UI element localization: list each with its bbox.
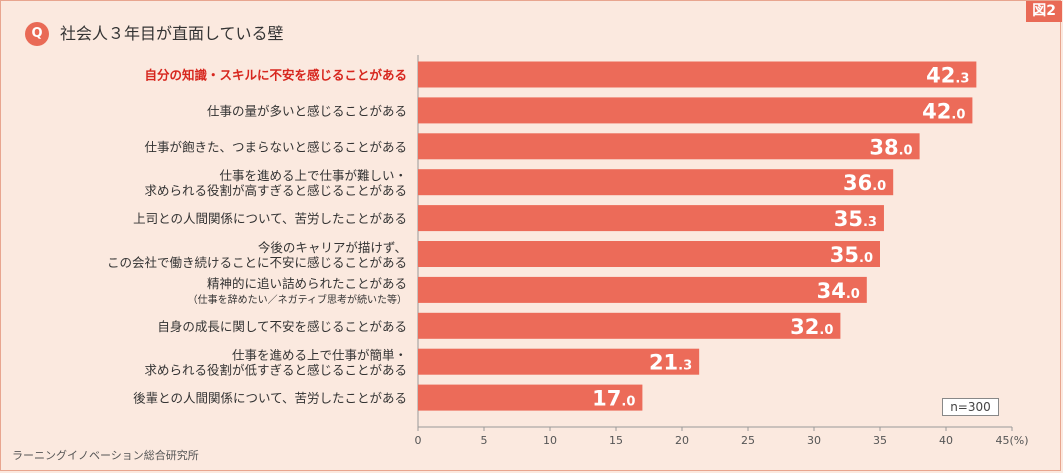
x-tick-label: 10 xyxy=(543,434,557,447)
source-credit: ラーニングイノベーション総合研究所 xyxy=(12,449,199,462)
question-badge: Q xyxy=(25,22,49,46)
category-label: 上司との人間関係について、苦労したことがある xyxy=(133,211,407,226)
category-label: 仕事を進める上で仕事が簡単・ xyxy=(232,348,407,363)
category-label: （仕事を辞めたい／ネガティブ思考が続いた等） xyxy=(188,293,407,306)
bar-value-label: 38.0 xyxy=(869,135,912,159)
x-tick-label: 45(%) xyxy=(995,434,1028,447)
category-label: 精神的に追い詰められたことがある xyxy=(207,276,407,291)
bar-value-label: 21.3 xyxy=(649,351,692,375)
bar-value-label: 35.3 xyxy=(834,207,877,231)
category-label: 求められる役割が高すぎると感じることがある xyxy=(144,183,407,198)
bar xyxy=(418,276,867,303)
bar-value-label: 36.0 xyxy=(843,171,886,195)
category-label: 求められる役割が低すぎると感じることがある xyxy=(144,363,407,378)
bar-value-label: 42.3 xyxy=(926,64,969,88)
bar xyxy=(418,348,700,375)
x-tick-label: 40 xyxy=(939,434,953,447)
category-label: 自身の成長に関して不安を感じることがある xyxy=(157,319,407,334)
bar-value-label: 42.0 xyxy=(922,99,965,123)
sample-size-box: n=300 xyxy=(942,398,999,416)
category-label: 自分の知識・スキルに不安を感じることがある xyxy=(144,68,407,83)
category-label: 仕事が飽きた、つまらないと感じることがある xyxy=(144,139,407,154)
bar xyxy=(418,205,884,232)
bar xyxy=(418,384,643,411)
x-tick-label: 5 xyxy=(481,434,488,447)
bar-value-label: 32.0 xyxy=(790,315,833,339)
category-label: 仕事の量が多いと感じることがある xyxy=(207,103,407,118)
bar xyxy=(418,312,841,339)
bar xyxy=(418,133,920,160)
x-tick-label: 20 xyxy=(675,434,689,447)
x-tick-label: 35 xyxy=(873,434,887,447)
category-label: 今後のキャリアが描けず、 xyxy=(258,240,407,255)
x-tick-label: 0 xyxy=(415,434,422,447)
bar xyxy=(418,169,894,196)
x-tick-label: 30 xyxy=(807,434,821,447)
category-label: 後輩との人間関係について、苦労したことがある xyxy=(133,391,407,406)
bar-value-label: 17.0 xyxy=(592,387,635,411)
bar xyxy=(418,241,880,267)
bar xyxy=(418,61,977,88)
category-label: 仕事を進める上で仕事が難しい・ xyxy=(219,168,407,183)
chart-title: 社会人３年目が直面している壁 xyxy=(60,24,284,43)
category-label: この会社で働き続けることに不安に感じることがある xyxy=(107,255,407,270)
bar-value-label: 34.0 xyxy=(817,279,860,303)
bar-value-label: 35.0 xyxy=(830,243,873,267)
figure-tag: 図2 xyxy=(1026,1,1062,22)
bar xyxy=(418,97,973,124)
x-tick-label: 15 xyxy=(609,434,623,447)
x-tick-label: 25 xyxy=(741,434,755,447)
